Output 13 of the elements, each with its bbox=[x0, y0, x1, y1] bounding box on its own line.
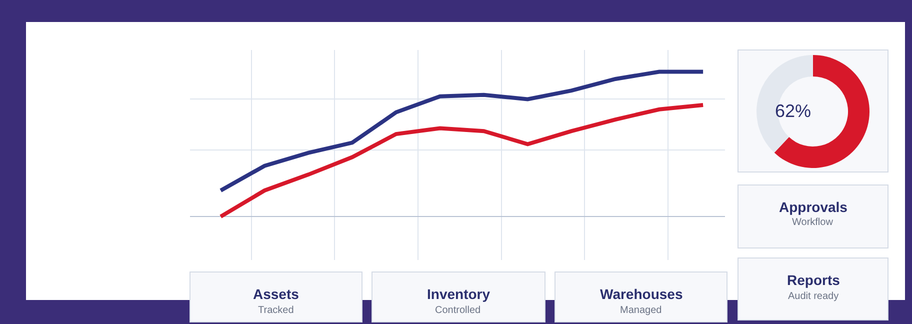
text: Controlled bbox=[435, 305, 481, 316]
text: Inventory bbox=[427, 286, 490, 302]
donut-slice bbox=[774, 55, 870, 168]
text: Reports bbox=[787, 272, 840, 288]
text: Workflow bbox=[792, 217, 834, 228]
text: Audit ready bbox=[788, 291, 839, 302]
text: Managed bbox=[620, 305, 662, 316]
text: Tracked bbox=[258, 305, 294, 316]
text: Warehouses bbox=[600, 286, 683, 302]
text: Approvals bbox=[779, 199, 848, 215]
donut-slice bbox=[756, 55, 813, 153]
text: Assets bbox=[253, 286, 300, 302]
text: 62% bbox=[775, 101, 812, 121]
